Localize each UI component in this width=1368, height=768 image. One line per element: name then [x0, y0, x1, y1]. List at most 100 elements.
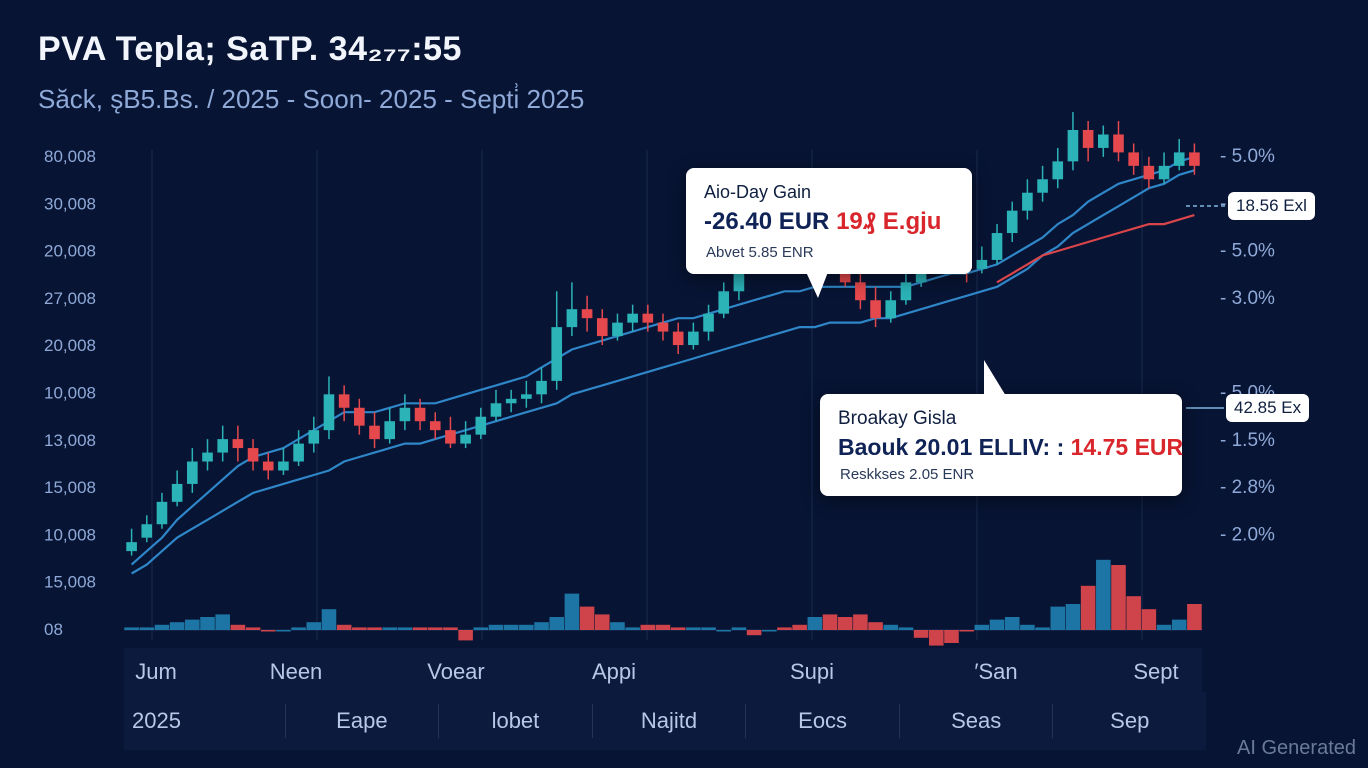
range-navigator[interactable]: 2025 Eape lobet Najitd Eocs Seas Sep — [124, 692, 1206, 750]
volume-bar — [777, 627, 792, 630]
volume-bar — [1035, 627, 1050, 630]
volume-bar — [321, 609, 337, 630]
volume-bar — [397, 627, 413, 630]
volume-bar — [913, 630, 929, 638]
candle-body — [490, 403, 502, 417]
moving-average-red — [996, 214, 1195, 284]
volume-bar — [731, 627, 747, 630]
gain-callout-pointer — [806, 272, 828, 298]
volume-bar — [822, 614, 838, 630]
volume-bar — [716, 630, 732, 632]
candle-body — [870, 300, 881, 319]
volume-bar — [306, 622, 322, 630]
candle-body — [1143, 165, 1155, 180]
volume-bar — [837, 617, 853, 630]
candle-body — [399, 407, 411, 422]
candle-body — [384, 421, 396, 440]
volume-bar — [1080, 585, 1096, 630]
candle-body — [369, 425, 380, 440]
price-tag-upper: 18.56 Exl — [1228, 192, 1315, 220]
volume-bar — [1171, 619, 1187, 630]
candle-body — [1006, 210, 1018, 234]
volume-bar — [215, 614, 230, 630]
gain-callout-title: Aio-Day Gain — [704, 182, 812, 202]
candle-body — [703, 313, 714, 332]
volume-bar — [443, 627, 458, 630]
candle-body — [323, 394, 335, 431]
candle-body — [1128, 152, 1139, 166]
volume-bar — [610, 622, 625, 630]
y-tick-label: 20,008 — [44, 242, 96, 261]
y-tick-label: 27,008 — [44, 289, 96, 308]
breakaway-callout: Broakay Gisla Baouk 20.01 ELLIV: : 14.75… — [820, 394, 1184, 496]
candle-body — [536, 380, 547, 395]
volume-bar — [139, 627, 155, 630]
volume-bar — [200, 617, 215, 630]
candle-body — [232, 439, 244, 449]
range-item[interactable]: lobet — [438, 704, 592, 738]
volume-bar — [427, 627, 443, 630]
ai-generated-watermark: AI Generated — [1237, 737, 1356, 759]
candle-body — [293, 443, 304, 462]
right-axis: - 5.0%- 2.0%- 5.0%- 3.0%- 5.0%- 1.5%- 2.… — [1220, 146, 1275, 545]
volume-bar — [352, 627, 367, 630]
y-tick-label: 10,008 — [44, 384, 96, 403]
breakaway-callout-pointer — [984, 360, 1006, 396]
candle-body — [1173, 152, 1185, 166]
range-item[interactable]: Eape — [284, 704, 439, 738]
volume-bar — [1141, 609, 1157, 630]
volume-bar — [458, 630, 473, 641]
right-tick-label: - 5.0% — [1220, 241, 1275, 262]
volume-bar — [883, 624, 899, 630]
volume-bar — [625, 627, 640, 630]
y-tick-label: 15,008 — [44, 478, 96, 497]
candle-body — [505, 398, 517, 404]
volume-bar — [1096, 559, 1111, 630]
candle-body — [1113, 134, 1124, 153]
candlestick-chart: 80,008 30,008 20,008 27,008 20,008 10,008 13,0… — [44, 112, 1276, 692]
y-tick-label: 80,008 — [44, 147, 96, 166]
volume-bar — [807, 617, 823, 630]
candle-body — [247, 448, 259, 462]
range-item[interactable]: Sep — [1052, 704, 1206, 738]
volume-bar — [640, 624, 656, 630]
volume-bar — [1065, 604, 1081, 630]
volume-bar — [412, 627, 428, 630]
range-item[interactable]: Eocs — [745, 704, 899, 738]
candle-body — [991, 233, 1003, 260]
volume-bar — [336, 624, 352, 630]
page-title: PVA Tepla; SaTP. 34₂₇₇:55 — [38, 30, 462, 68]
candle-body — [202, 452, 213, 462]
candle-body — [475, 416, 487, 435]
x-tick-label: Voear — [427, 659, 485, 684]
candle-layer — [126, 112, 1226, 556]
volume-bar — [944, 630, 959, 643]
volume-bar — [473, 627, 489, 630]
candle-body — [976, 259, 988, 269]
volume-bar — [868, 622, 883, 630]
y-tick-label: 08 — [44, 620, 63, 639]
breakaway-callout-note: Reskkses 2.05 ENR — [840, 466, 975, 483]
x-axis-band — [124, 648, 1202, 692]
volume-bar — [291, 627, 306, 630]
right-tick-label: - 1.5% — [1220, 430, 1275, 451]
candle-body — [1022, 192, 1033, 211]
breakaway-callout-value: 14.75 EUR — [1070, 434, 1184, 460]
volume-bar — [367, 627, 382, 630]
gain-callout-note: Abvet 5.85 ENR — [706, 244, 814, 261]
candle-body — [885, 300, 897, 319]
moving-average-slow — [131, 169, 1195, 575]
candle-body — [414, 407, 426, 422]
volume-bar — [686, 627, 701, 630]
y-tick-label: 10,008 — [44, 525, 96, 544]
candle-body — [262, 461, 274, 471]
range-item[interactable]: Seas — [898, 704, 1053, 738]
range-item[interactable]: Najitd — [591, 704, 746, 738]
x-tick-label: Appi — [592, 659, 636, 684]
x-tick-label: Jum — [135, 659, 177, 684]
candle-body — [1189, 152, 1200, 166]
volume-bar — [503, 624, 519, 630]
y-tick-label: 30,008 — [44, 194, 96, 213]
candle-body — [521, 394, 532, 399]
candle-body — [187, 461, 198, 484]
